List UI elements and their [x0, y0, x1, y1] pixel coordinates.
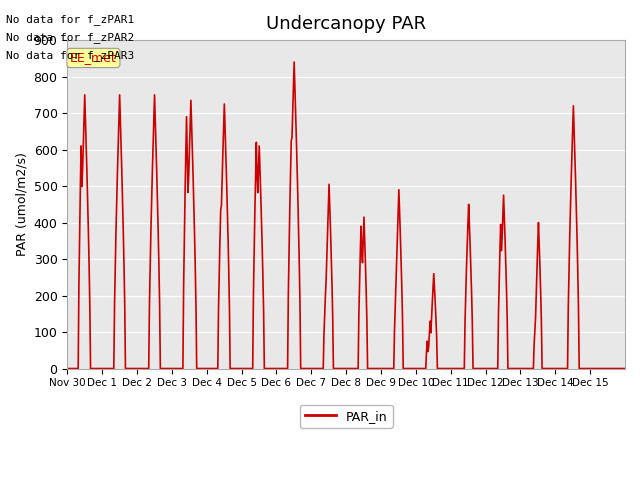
Title: Undercanopy PAR: Undercanopy PAR: [266, 15, 426, 33]
Legend: PAR_in: PAR_in: [300, 405, 392, 428]
Text: No data for f_zPAR3: No data for f_zPAR3: [6, 50, 134, 61]
Text: EE_met: EE_met: [70, 51, 117, 64]
Y-axis label: PAR (umol/m2/s): PAR (umol/m2/s): [15, 152, 28, 256]
Text: No data for f_zPAR2: No data for f_zPAR2: [6, 32, 134, 43]
Text: No data for f_zPAR1: No data for f_zPAR1: [6, 13, 134, 24]
